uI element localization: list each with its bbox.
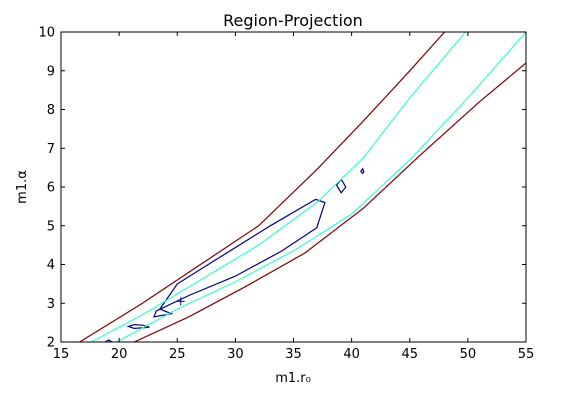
best-fit-marker [176,297,185,306]
x-tick-label: 25 [169,347,186,362]
x-tick-label: 55 [518,347,535,362]
x-tick-label: 15 [53,347,70,362]
y-tick-label: 10 [38,26,55,41]
contour-outer-1 [133,62,526,342]
y-tick-label: 3 [47,297,55,312]
y-tick-label: 9 [47,64,55,79]
x-tick-label: 30 [227,347,244,362]
x-tick-label: 35 [285,347,302,362]
x-tick-label: 50 [460,347,477,362]
y-tick-label: 4 [47,258,55,273]
contour-lines [79,32,526,342]
contour-inner-4 [104,339,113,342]
y-tick-label: 2 [47,336,55,351]
contour-inner-2 [335,178,347,194]
y-axis-label: m1.α [15,170,30,204]
y-tick-label: 8 [47,103,55,118]
x-tick-label: 40 [343,347,360,362]
plot-frame [60,31,527,343]
y-tick-label: 5 [47,219,55,234]
contour-outer-0 [79,32,446,342]
chart-title: Region-Projection [223,11,363,30]
x-tick-label: 45 [401,347,418,362]
x-axis-label: m1.r₀ [275,371,311,386]
x-tick-label: 20 [111,347,128,362]
contour-inner-3 [360,167,365,175]
contour-middle-0 [90,32,466,342]
contour-inner-0 [153,198,326,318]
contour-middle-1 [116,32,526,342]
y-tick-label: 6 [47,181,55,196]
y-tick-label: 7 [47,142,55,157]
